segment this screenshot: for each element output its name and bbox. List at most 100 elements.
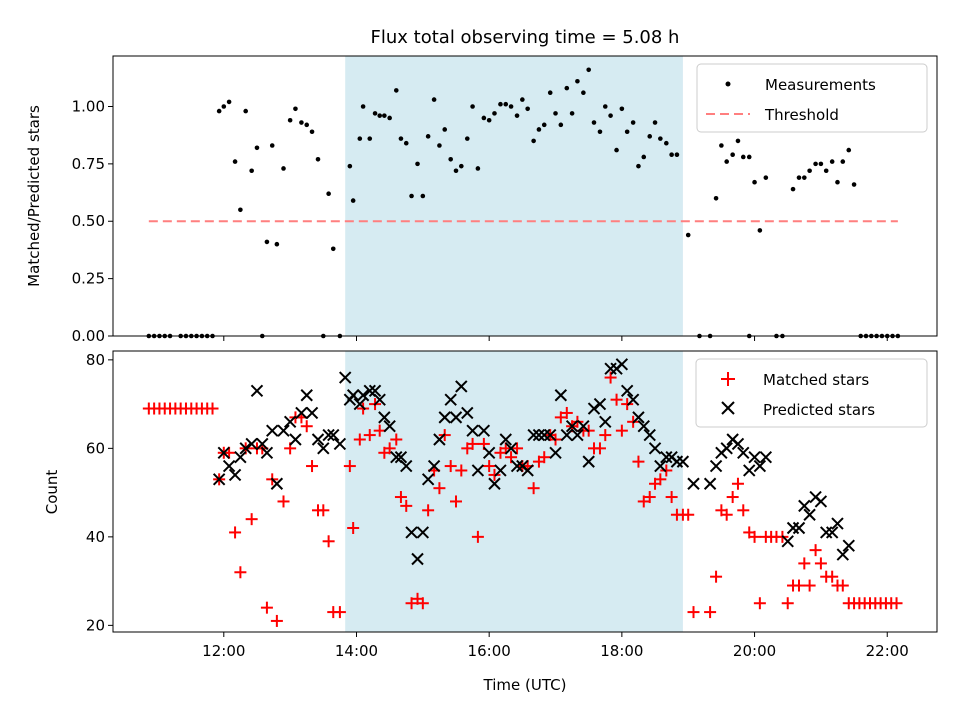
predicted-star-point (260, 446, 274, 459)
measurement-point (514, 113, 520, 118)
measurement-point (409, 193, 414, 199)
top-y-ticks: 0.00 0.25 0.50 0.75 1.00 (72, 97, 113, 345)
predicted-star-point (560, 428, 574, 442)
x-axis-label: Time (UTC) (483, 676, 567, 694)
matched-star-point (433, 482, 446, 495)
matched-star-point (466, 437, 479, 450)
predicted-star-point (577, 420, 590, 433)
measurement-point (763, 175, 769, 180)
measurement-point (281, 166, 286, 171)
predicted-star-point (587, 402, 601, 415)
bottom-axes-frame (112, 350, 938, 633)
matched-star-point (343, 460, 356, 473)
measurement-point (420, 193, 426, 199)
predicted-star-point (632, 411, 645, 424)
matched-star-point (347, 522, 360, 535)
measurement-point (326, 191, 331, 197)
matched-star-point (353, 433, 366, 446)
measurement-point (807, 168, 812, 174)
predicted-star-point (643, 428, 656, 442)
predicted-star-point (660, 450, 673, 464)
top-axes-frame (112, 55, 938, 337)
matched-star-point (621, 398, 634, 411)
predicted-star-point (256, 437, 269, 451)
matched-star-point (234, 566, 247, 579)
x-tick-label: 12:00 (202, 642, 245, 660)
matched-star-point (488, 468, 501, 481)
matched-star-point (229, 526, 242, 539)
matched-star-point (383, 442, 396, 455)
predicted-star-point (781, 535, 794, 548)
predicted-star-point (654, 459, 667, 473)
measurement-point (724, 159, 729, 164)
chart-title: Flux total observing time = 5.08 h (371, 27, 680, 48)
measurement-point (525, 106, 530, 112)
matched-star-point (803, 579, 816, 592)
measurement-point (818, 161, 824, 167)
matched-star-point (632, 455, 645, 468)
measurement-point (238, 207, 243, 213)
predicted-star-point (277, 424, 290, 437)
matched-star-point (363, 429, 376, 442)
predicted-star-point (390, 450, 403, 464)
legend-matched-marker (721, 372, 735, 386)
matched-star-point (748, 530, 761, 543)
measurement-point (757, 228, 763, 233)
predicted-star-point (300, 389, 313, 402)
predicted-star-point (554, 389, 568, 402)
predicted-star-point (759, 450, 773, 464)
predicted-star-point (488, 477, 501, 490)
predicted-star-point (373, 393, 386, 406)
bottom-legend: Matched stars Predicted stars (695, 358, 928, 428)
top-y-tick-label: 0.75 (72, 155, 105, 173)
predicted-star-point (411, 552, 424, 566)
predicted-star-point (421, 473, 435, 486)
measurement-point (486, 117, 492, 123)
predicted-star-point (228, 468, 242, 482)
matched-star-point (483, 460, 496, 473)
matched-star-point (511, 442, 524, 455)
measurement-point (254, 145, 260, 151)
measurement-point (475, 166, 481, 171)
matched-star-point (682, 508, 695, 521)
predicted-star-point (394, 450, 408, 464)
measurement-point (393, 88, 399, 93)
predicted-star-point (438, 411, 451, 424)
matched-star-point (333, 606, 346, 619)
measurement-point (796, 175, 802, 180)
measurement-point (641, 154, 647, 160)
predicted-star-points (212, 358, 855, 566)
predicted-star-point (305, 406, 319, 420)
measurement-point (274, 241, 280, 247)
predicted-star-point (803, 508, 816, 521)
matched-star-point (455, 464, 468, 477)
predicted-star-point (648, 442, 662, 455)
matched-star-point (317, 504, 330, 517)
predicted-star-point (416, 526, 430, 539)
measurement-point (547, 90, 553, 96)
measurement-point (425, 134, 431, 139)
measurement-point (658, 136, 663, 141)
predicted-star-point (703, 477, 717, 490)
matched-star-point (471, 530, 484, 543)
measurement-point (304, 122, 310, 128)
predicted-star-point (786, 521, 800, 535)
matched-star-point (422, 504, 435, 517)
measurement-point (624, 129, 630, 135)
top-y-tick-label: 0.00 (72, 327, 105, 345)
measurement-point (840, 159, 846, 164)
measurement-point (602, 104, 608, 109)
measurement-point (403, 140, 409, 146)
legend-measurements-label: Measurements (765, 76, 876, 94)
measurement-point (851, 182, 857, 187)
predicted-star-point (317, 442, 330, 455)
measurement-point (448, 156, 453, 162)
x-tick-label: 18:00 (600, 642, 643, 660)
measurement-point (492, 111, 497, 116)
matched-star-point (660, 464, 673, 477)
predicted-star-point (295, 406, 308, 420)
measurement-point (243, 108, 248, 114)
measurement-point (636, 163, 641, 169)
